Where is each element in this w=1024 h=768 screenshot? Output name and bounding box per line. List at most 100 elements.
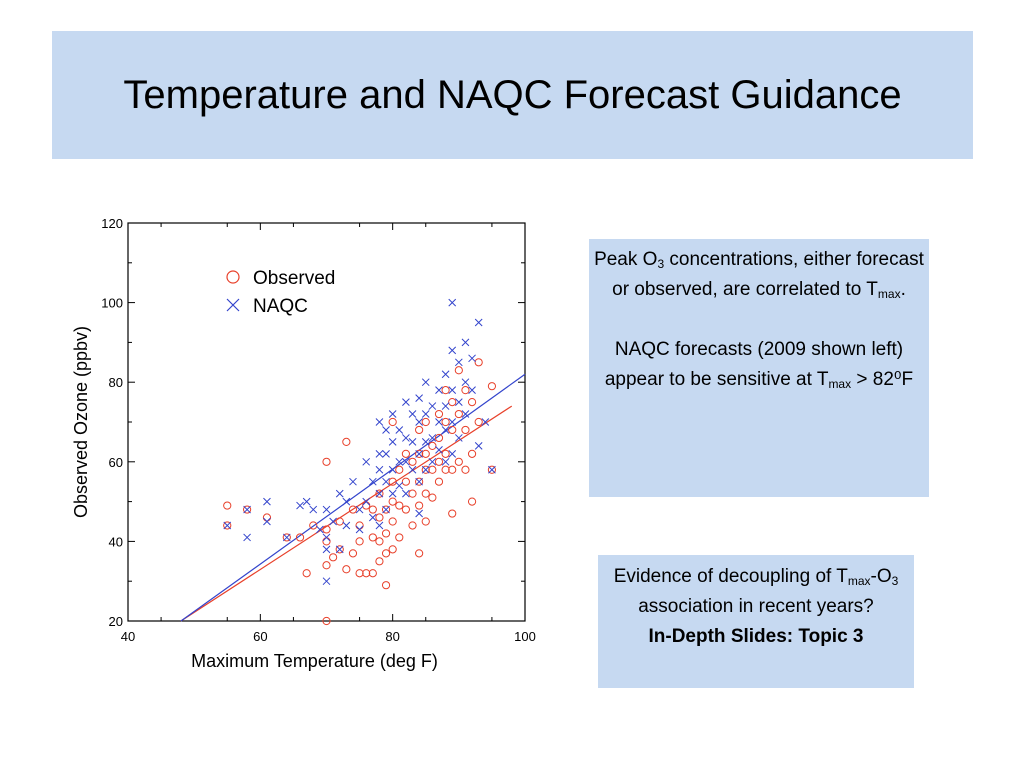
naqc-point (322, 505, 331, 514)
observed-point (388, 517, 397, 526)
observed-point (428, 493, 437, 502)
naqc-point (415, 394, 423, 402)
naqc-point (349, 477, 357, 486)
naqc-point (454, 398, 463, 406)
observed-point (454, 457, 463, 466)
observed-point (368, 505, 377, 514)
x-tick-label: 80 (385, 629, 399, 644)
naqc-point (428, 434, 437, 442)
naqc-point (362, 497, 371, 506)
naqc-point (481, 418, 490, 426)
naqc-point (448, 449, 457, 458)
correlation-note: Peak O3 concentrations, either forecast … (589, 239, 929, 497)
observed-point (355, 569, 364, 578)
observed-point (421, 465, 430, 474)
observed-point (461, 465, 470, 474)
observed-point (375, 513, 384, 522)
observed-point (401, 477, 410, 486)
observed-point (388, 417, 397, 427)
observed-point (421, 517, 430, 526)
naqc-point (421, 465, 430, 474)
naqc-point (388, 410, 397, 418)
observed-point (223, 521, 232, 530)
naqc-point (375, 521, 384, 530)
x-tick-label: 40 (121, 629, 135, 644)
naqc-point (441, 457, 450, 466)
naqc-point (355, 505, 364, 514)
naqc-point (461, 410, 470, 418)
naqc-point (355, 525, 364, 534)
naqc-point (448, 418, 457, 426)
observed-point (474, 417, 483, 427)
observed-point (408, 489, 417, 498)
naqc-point (335, 545, 344, 554)
observed-point (461, 425, 470, 435)
naqc-point (375, 418, 384, 426)
naqc-point (342, 521, 351, 530)
observed-point (421, 417, 430, 427)
naqc-point (408, 465, 417, 474)
legend-naqc-marker (226, 298, 240, 312)
observed-point (302, 569, 311, 578)
naqc-point (263, 497, 271, 506)
observed-point (342, 437, 351, 446)
naqc-point (322, 577, 331, 586)
y-tick-label: 20 (109, 614, 123, 629)
naqc-point (461, 378, 470, 387)
observed-point (388, 497, 397, 506)
naqc-point (448, 346, 457, 355)
observed-point (434, 409, 444, 419)
naqc-point (441, 402, 450, 410)
naqc-point (243, 533, 251, 542)
observed-point (355, 521, 364, 530)
naqc-point (474, 442, 483, 450)
naqc-point (309, 505, 318, 514)
naqc-point (441, 370, 450, 379)
naqc-point (415, 477, 423, 486)
observed-point (223, 501, 232, 510)
naqc-point (382, 505, 390, 514)
naqc-point (435, 446, 443, 454)
naqc-point (388, 438, 397, 446)
naqc-point (223, 521, 232, 530)
observed-point (335, 517, 344, 526)
observed-point (428, 465, 437, 474)
naqc-point (335, 489, 344, 498)
naqc-point (468, 354, 476, 363)
observed-point (388, 545, 397, 554)
observed-point (434, 457, 444, 466)
naqc-point (296, 501, 304, 510)
naqc-point (342, 497, 351, 506)
naqc-point (395, 481, 404, 490)
y-tick-label: 40 (109, 534, 123, 549)
naqc-point (388, 489, 397, 498)
observed-point (474, 358, 483, 367)
naqc-point (415, 449, 423, 458)
decoupling-note: Evidence of decoupling of Tmax-O3 associ… (598, 555, 914, 688)
naqc-point (421, 438, 430, 446)
naqc-point (461, 338, 470, 347)
observed-point (401, 505, 410, 514)
observed-point (243, 505, 252, 514)
observed-point (434, 433, 444, 443)
observed-point (487, 465, 497, 474)
observed-point (441, 465, 450, 474)
observed-point (395, 533, 404, 542)
naqc-point (329, 517, 337, 526)
x-tick-label: 100 (514, 629, 536, 644)
legend-observed-label: Observed (253, 268, 335, 289)
in-depth-slides-link[interactable]: In-Depth Slides: Topic 3 (648, 626, 864, 647)
y-tick-label: 80 (109, 375, 123, 390)
observed-point (441, 417, 450, 427)
observed-point (415, 501, 424, 510)
naqc-point (368, 477, 377, 486)
sensitivity-text: NAQC forecasts (2009 shown left) appear … (604, 339, 914, 391)
observed-point (309, 521, 318, 530)
observed-point (388, 477, 397, 486)
observed-point (322, 616, 331, 626)
observed-point (342, 565, 351, 574)
naqc-point (382, 449, 390, 458)
naqc-point (415, 509, 423, 518)
naqc-point (302, 497, 311, 506)
observed-point (428, 441, 437, 450)
